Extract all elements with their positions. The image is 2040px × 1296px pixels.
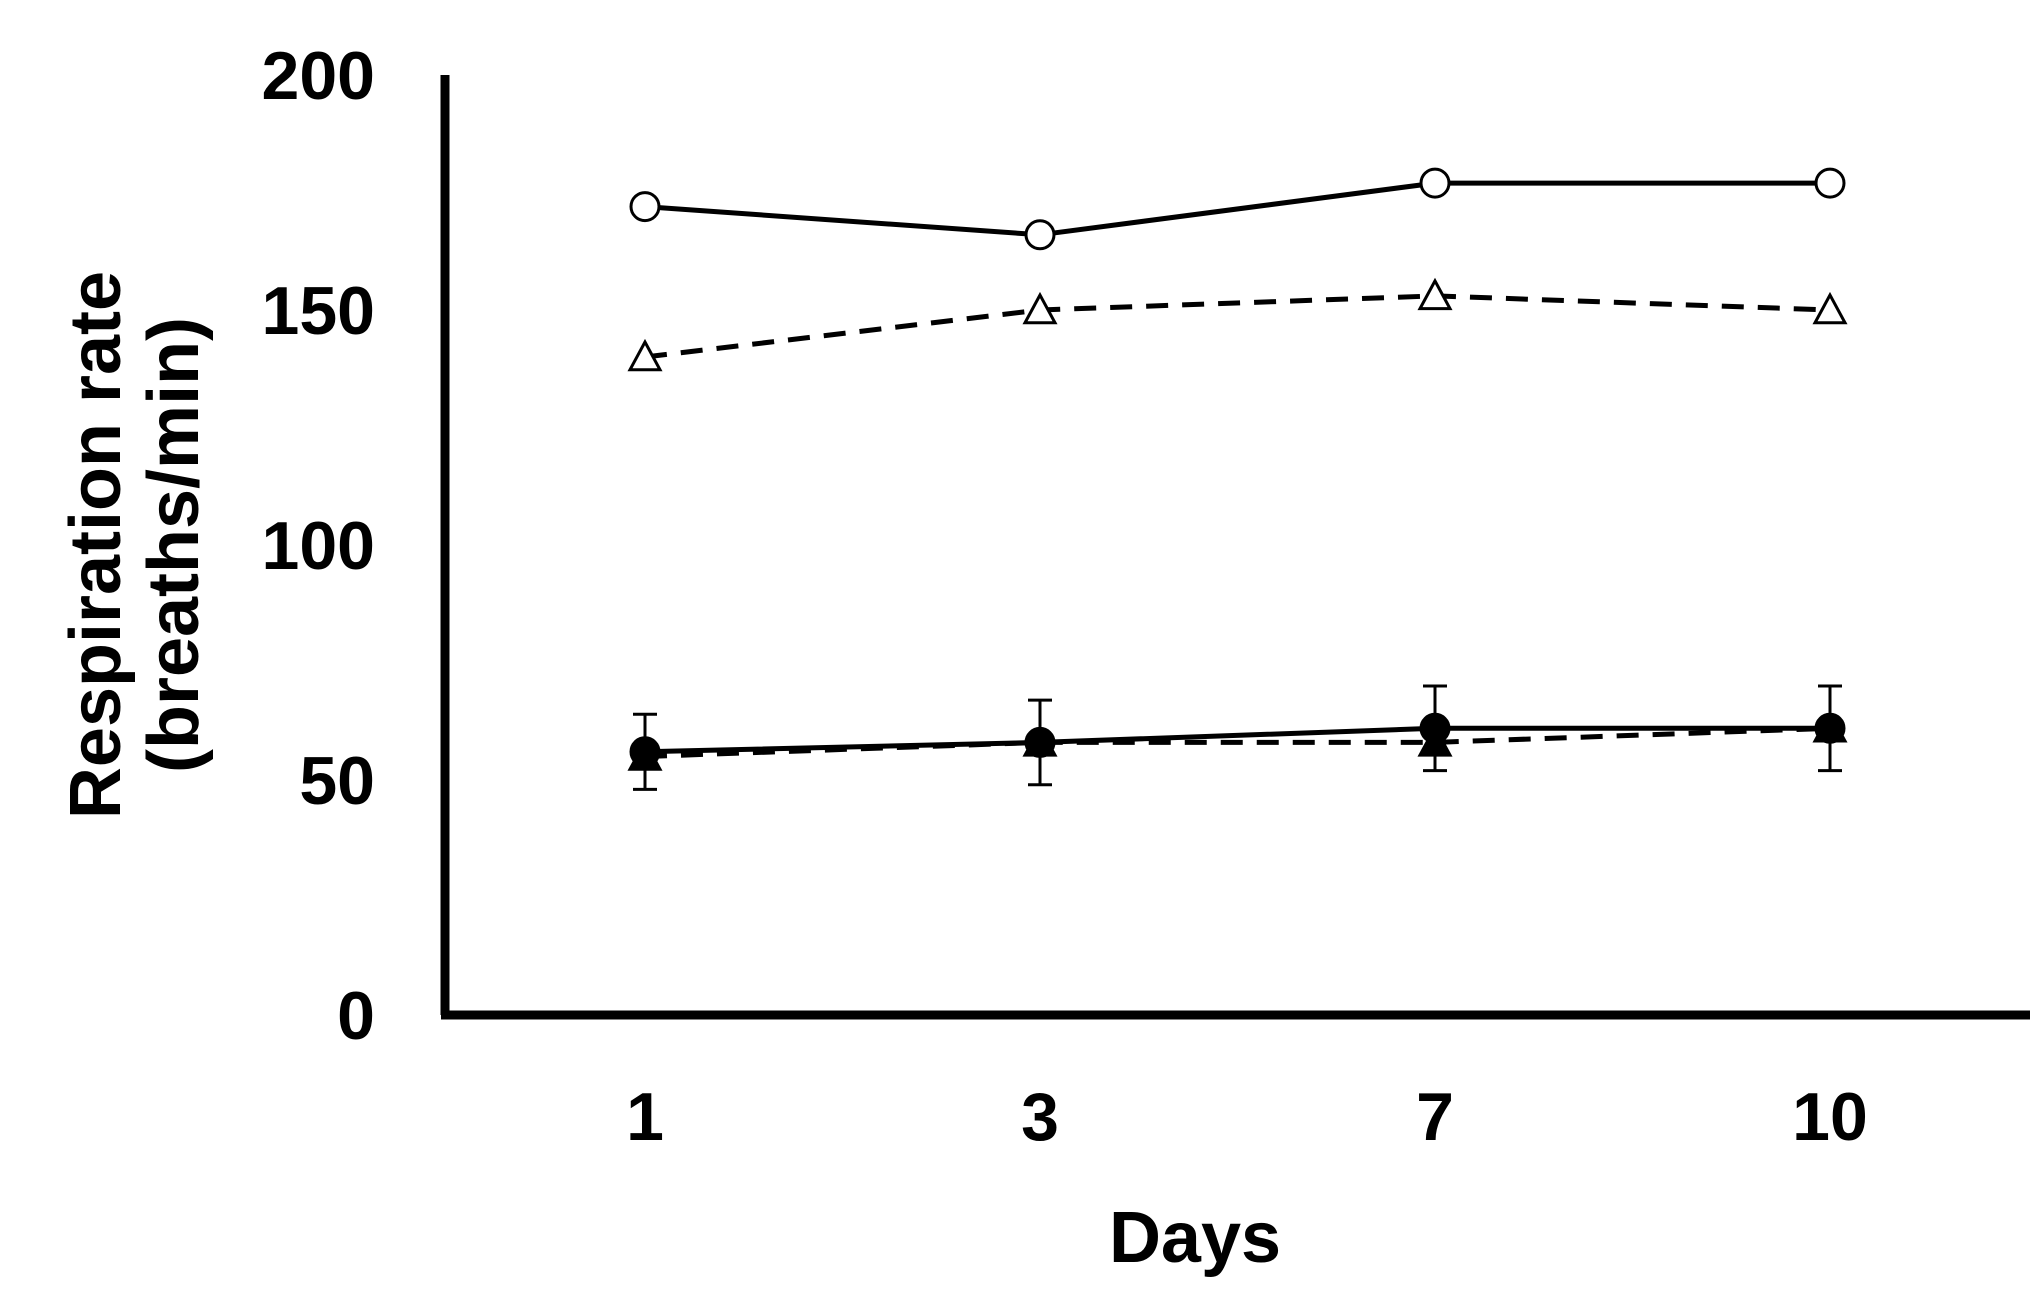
series-open-triangle [627,277,1848,372]
series-layer [627,167,1848,791]
series-open-circle [629,167,1846,251]
data-point [1024,726,1056,758]
y-tick-label: 200 [262,38,375,114]
x-axis-title: Days [1109,1198,1281,1278]
x-tick-label: 7 [1416,1079,1454,1155]
x-tick-label: 1 [626,1079,664,1155]
series-filled-triangle [627,710,1848,771]
data-point [1419,712,1451,744]
data-point [1417,277,1453,311]
y-tick-label: 150 [262,273,375,349]
data-point [629,191,661,223]
axes [440,75,2030,1020]
series-line [644,725,1831,759]
y-tick-labels: 0 50 100 150 200 [262,38,375,1054]
data-point [1814,167,1846,199]
data-point [1812,291,1848,325]
data-point [1022,291,1058,325]
series-filled-circle [629,684,1846,791]
y-axis-title-line-2: (breaths/min) [134,317,214,773]
data-point [629,736,661,768]
y-tick-label: 0 [337,978,375,1054]
x-tick-label: 10 [1792,1079,1868,1155]
x-tick-label: 3 [1021,1079,1059,1155]
y-tick-label: 100 [262,508,375,584]
y-axis-title: Respiration rate (breaths/min) [56,271,214,819]
y-tick-label: 50 [299,743,375,819]
data-point [1814,712,1846,744]
data-point [1024,219,1056,251]
x-tick-labels: 1 3 7 10 [626,1079,1868,1155]
series-line [644,725,1830,755]
data-point [1419,167,1451,199]
series-line [644,180,1830,238]
y-axis-title-line-1: Respiration rate [56,271,136,819]
series-line [644,293,1831,360]
data-point [627,338,663,372]
